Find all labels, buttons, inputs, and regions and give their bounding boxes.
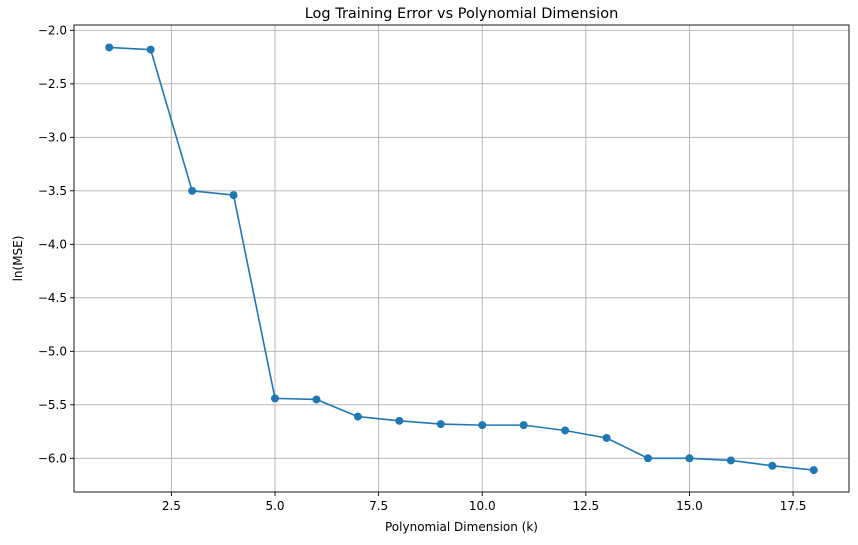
data-point <box>478 421 487 430</box>
series-line <box>109 46 814 471</box>
data-point <box>271 394 280 403</box>
plot-frame <box>73 24 850 493</box>
y-tick-label: −6.0 <box>38 451 67 465</box>
data-point <box>685 454 694 463</box>
y-tick-label: −5.5 <box>38 398 67 412</box>
y-tick-label: −5.0 <box>38 344 67 358</box>
data-point <box>726 456 735 465</box>
data-point <box>561 426 570 435</box>
x-tick-label: 17.5 <box>780 499 807 513</box>
data-point <box>519 421 528 430</box>
data-point <box>809 466 818 475</box>
data-point <box>105 43 114 52</box>
data-point <box>436 420 445 429</box>
y-tick-label: −3.5 <box>38 184 67 198</box>
y-tick-label: −2.0 <box>38 23 67 37</box>
y-axis-ticks: −2.0 −2.5 −3.0 −3.5 −4.0 −4.5 −5.0 −5.5 −6.0 <box>38 23 74 465</box>
x-tick-label: 7.5 <box>369 499 388 513</box>
y-axis-label: ln(MSE) <box>11 236 25 282</box>
data-point <box>395 416 404 425</box>
x-tick-label: 15.0 <box>676 499 703 513</box>
data-point <box>643 454 652 463</box>
y-tick-label: −4.5 <box>38 291 67 305</box>
series-layer <box>105 43 818 475</box>
y-tick-label: −2.5 <box>38 77 67 91</box>
data-point <box>229 191 238 200</box>
x-axis-ticks: 2.5 5.0 7.5 10.0 12.5 15.0 17.5 <box>162 492 807 513</box>
data-point <box>188 186 197 195</box>
data-point <box>353 412 362 421</box>
y-tick-label: −4.0 <box>38 237 67 251</box>
x-tick-label: 2.5 <box>162 499 181 513</box>
x-tick-label: 5.0 <box>265 499 284 513</box>
x-axis-label: Polynomial Dimension (k) <box>385 520 538 534</box>
x-tick-label: 12.5 <box>572 499 599 513</box>
grid <box>74 25 849 492</box>
data-point <box>768 461 777 470</box>
data-point <box>312 395 321 404</box>
x-tick-label: 10.0 <box>469 499 496 513</box>
y-tick-label: −3.0 <box>38 130 67 144</box>
data-point <box>602 433 611 442</box>
data-point <box>146 45 155 54</box>
chart-title: Log Training Error vs Polynomial Dimensi… <box>305 6 619 22</box>
